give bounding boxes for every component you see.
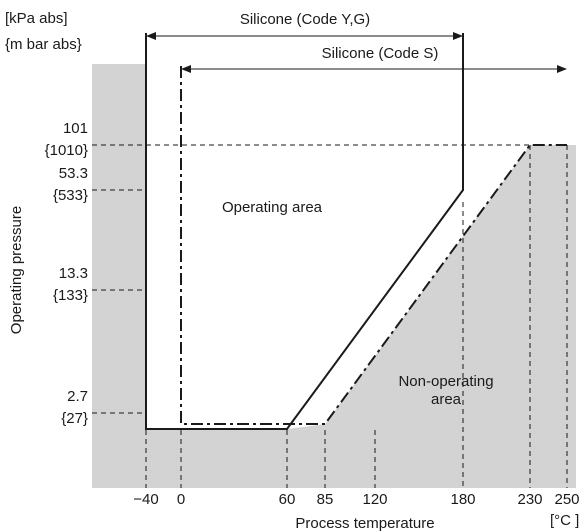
y-tick-mbar-2: {133} [53, 287, 88, 304]
x-tick-label-7: 250 [554, 491, 579, 508]
operating-area-label: Operating area [222, 199, 323, 216]
x-tick-label-2: 60 [279, 491, 296, 508]
x-axis-unit: [°C ] [550, 512, 579, 529]
non-operating-label-line1: Non-operating [398, 373, 493, 390]
x-tick-label-1: 0 [177, 491, 185, 508]
y-tick-mbar-1: {533} [53, 187, 88, 204]
y-tick-kpa-2: 13.3 [59, 265, 88, 282]
y-tick-kpa-3: 2.7 [67, 388, 88, 405]
x-tick-label-0: −40 [133, 491, 158, 508]
series-lines [145, 33, 567, 430]
y-tick-kpa-1: 53.3 [59, 165, 88, 182]
series-1-range-label: Silicone (Code Y,G) [240, 11, 370, 28]
non-operating-region-layer [92, 64, 576, 488]
y-tick-mbar-0: {1010} [45, 142, 88, 159]
series-2-range-label: Silicone (Code S) [322, 45, 439, 62]
x-tick-label-5: 180 [450, 491, 475, 508]
x-axis-title: Process temperature [295, 515, 434, 532]
x-tick-label-3: 85 [317, 491, 334, 508]
non-operating-region [92, 64, 576, 488]
y-tick-kpa-0: 101 [63, 120, 88, 137]
labels: [kPa abs] {m bar abs} Process temperatur… [5, 10, 580, 532]
y-unit-kpa: [kPa abs] [5, 10, 68, 27]
series-line-2 [180, 66, 567, 425]
range-arrows [146, 32, 567, 73]
non-operating-label-line2: area [431, 391, 462, 408]
x-tick-label-6: 230 [517, 491, 542, 508]
y-axis-title: Operating pressure [8, 206, 25, 334]
x-tick-label-4: 120 [362, 491, 387, 508]
y-unit-mbar: {m bar abs} [5, 36, 82, 53]
y-tick-mbar-3: {27} [61, 410, 88, 427]
operating-strip [287, 190, 497, 429]
series-line-1 [145, 33, 464, 430]
tick-guide-lines [92, 144, 568, 488]
